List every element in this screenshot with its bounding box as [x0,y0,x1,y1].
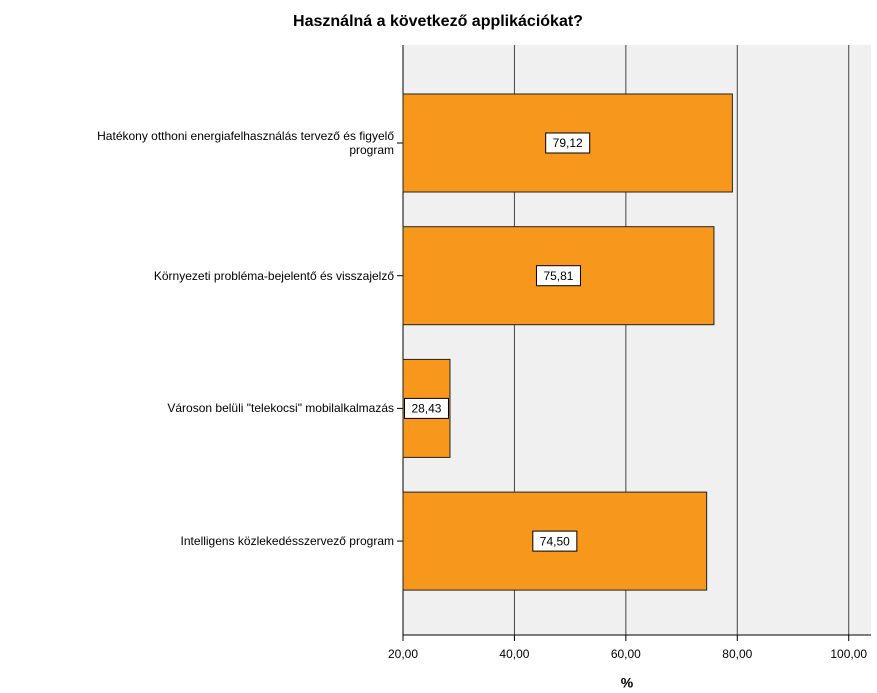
value-label-box [535,265,581,287]
y-tick-label: Intelligens közlekedésszervező program [180,534,394,549]
chart-title: Használná a következő applikációkat? [293,13,583,30]
value-label-box [545,132,591,154]
value-label: 79,12 [553,136,583,150]
x-tick-label: 100,00 [830,647,867,661]
x-tick-label: 80,00 [722,647,752,661]
value-label-box [532,530,578,552]
value-label: 28,43 [411,402,441,416]
y-tick-label: Városon belüli "telekocsi" mobilalkalmaz… [167,401,394,416]
x-tick-label: 40,00 [499,647,529,661]
x-tick-label: 20,00 [388,647,418,661]
y-tick-label: Hatékony otthoni energiafelhasználás ter… [97,129,394,157]
x-axis-title: % [621,675,634,691]
y-tick-label: Környezeti probléma-bejelentő és visszaj… [153,268,394,283]
value-label-box [403,397,449,419]
value-label: 75,81 [543,269,573,283]
x-tick-label: 60,00 [611,647,641,661]
value-label: 74,50 [540,534,570,548]
